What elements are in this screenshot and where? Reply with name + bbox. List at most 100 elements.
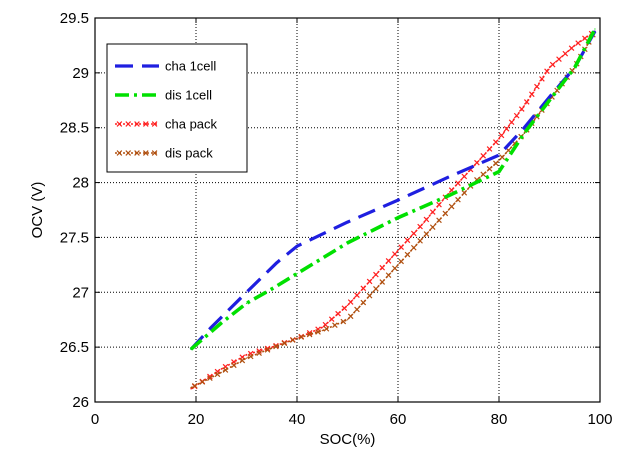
dis-pack-point-marker <box>423 231 430 237</box>
dis-pack-point-marker <box>360 299 367 306</box>
dis-pack-point-marker <box>340 318 347 325</box>
data-point <box>346 304 349 307</box>
x-tick-label: 100 <box>587 411 612 428</box>
data-point <box>271 346 273 348</box>
cha-pack-point-marker <box>335 310 341 317</box>
dis-pack-point-marker <box>410 244 417 251</box>
dis-pack-point-marker <box>247 353 254 360</box>
legend-label-dis-pack: dis pack <box>165 146 213 161</box>
cha-pack-point-marker <box>436 201 442 208</box>
data-point <box>498 171 500 173</box>
legend-cha-pack-point-marker <box>116 121 123 127</box>
legend-item-dis-1cell: dis 1cell <box>115 88 212 103</box>
data-point <box>422 222 424 224</box>
cha-pack-point-marker <box>575 40 581 46</box>
dis-pack-point-marker <box>207 375 213 381</box>
dis-pack-point-marker <box>214 371 221 378</box>
cha-pack-point-marker <box>534 83 540 90</box>
y-tick-label: 27 <box>72 284 89 301</box>
x-tick-label: 80 <box>491 411 508 428</box>
axis-ticks: 0 20 40 60 80 100 26 26.5 27 27.5 28 28.5 29 29.5 <box>60 10 613 428</box>
x-axis-label: SOC(%) <box>320 431 376 448</box>
y-axis-label: OCV (V) <box>29 182 46 239</box>
legend-item-cha-pack: cha pack <box>115 117 218 132</box>
cha-pack-point-marker <box>474 159 480 166</box>
cha-pack-point-marker <box>373 271 379 278</box>
cha-pack-point-marker <box>549 61 556 68</box>
cha-pack-point-marker <box>385 258 392 264</box>
data-point <box>594 30 596 32</box>
legend-item-cha-1cell: cha 1cell <box>115 59 216 74</box>
legend-dis-pack-point-marker <box>125 150 132 156</box>
legend-dis-pack-point-marker <box>116 150 123 156</box>
dis-pack-point-marker <box>417 238 423 244</box>
cha-pack-point-marker <box>493 139 499 145</box>
data-point <box>220 371 222 373</box>
y-tick-label: 29.5 <box>60 10 89 27</box>
data-point <box>498 154 500 156</box>
data-point <box>321 330 323 332</box>
data-point <box>271 288 273 290</box>
legend-cha-pack-point-marker <box>151 121 158 127</box>
data-point <box>372 291 374 293</box>
dis-pack-point-marker <box>493 160 499 167</box>
dis-pack-point-marker <box>448 203 455 210</box>
dis-pack-point-marker <box>281 340 288 347</box>
dis-pack-point-marker <box>191 382 198 389</box>
cha-pack-point-marker <box>529 91 535 98</box>
cha-pack-point-marker <box>322 321 329 328</box>
dis-pack-point-marker <box>455 196 461 203</box>
data-point <box>321 326 323 328</box>
data-point <box>190 388 192 390</box>
cha-pack-point-marker <box>508 119 515 126</box>
dis-pack-point-marker <box>289 337 296 343</box>
data-point <box>523 127 525 129</box>
cha-pack-point-marker <box>410 230 417 237</box>
dis-pack-point-marker <box>347 313 354 320</box>
dis-pack-point-marker <box>480 171 487 178</box>
dis-pack-point-marker <box>239 357 246 364</box>
dis-pack-point-marker <box>354 306 360 313</box>
data-point <box>498 160 500 162</box>
cha-pack-point-marker <box>518 106 525 112</box>
data-point <box>372 277 374 279</box>
series-lines <box>189 28 597 390</box>
legend: cha 1cell dis 1cell cha pack dis pack <box>106 43 248 173</box>
data-point <box>523 132 525 134</box>
data-point <box>397 217 399 219</box>
cha-pack-point-marker <box>392 251 398 257</box>
legend-dis-pack-point-marker <box>151 150 158 156</box>
data-point <box>220 368 222 370</box>
cha-pack-point-marker <box>544 68 550 75</box>
data-point <box>523 105 525 107</box>
dis-pack-point-marker <box>442 210 449 217</box>
series-dis-1cell <box>189 28 597 351</box>
dis-pack-point-marker <box>222 367 229 373</box>
dis-pack-point-marker <box>436 217 442 224</box>
data-point <box>210 326 212 328</box>
dis-pack-point-marker <box>273 343 279 350</box>
cha-pack-point-marker <box>513 112 520 119</box>
legend-label-cha-pack: cha pack <box>165 117 218 132</box>
data-point <box>548 96 551 98</box>
dis-pack-point-marker <box>256 350 262 357</box>
dis-pack-point-marker <box>315 329 321 335</box>
dis-pack-point-marker <box>499 154 505 161</box>
x-tick-label: 0 <box>91 411 99 428</box>
legend-item-dis-pack: dis pack <box>115 146 213 161</box>
y-tick-label: 26.5 <box>60 339 89 356</box>
data-point <box>397 264 399 266</box>
data-point <box>594 28 596 30</box>
cha-pack-point-marker <box>354 292 360 298</box>
dis-pack-point-marker <box>264 347 271 353</box>
legend-label-cha-1cell: cha 1cell <box>165 59 216 74</box>
dis-pack-point-marker <box>199 379 206 385</box>
cha-pack-point-marker <box>360 285 367 292</box>
data-point <box>574 66 576 68</box>
data-point <box>245 302 248 304</box>
data-point <box>447 195 450 197</box>
x-tick-label: 40 <box>289 411 306 428</box>
dis-pack-point-marker <box>323 326 330 332</box>
dis-pack-point-marker <box>385 272 392 278</box>
